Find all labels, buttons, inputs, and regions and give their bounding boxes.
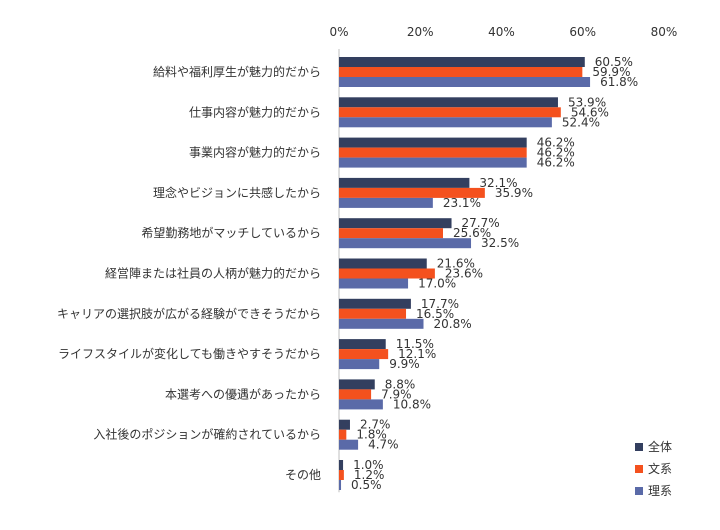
bar	[339, 117, 552, 128]
bar	[339, 318, 424, 329]
category-labels: 給料や福利厚生が魅力的だから仕事内容が魅力的だから事業内容が魅力的だから理念やビ…	[57, 64, 321, 482]
bar	[339, 107, 561, 118]
value-label: 46.2%	[537, 156, 575, 170]
x-tick-label: 40%	[488, 25, 515, 39]
value-label: 10.8%	[393, 397, 431, 411]
category-label: その他	[285, 468, 321, 482]
value-label: 23.1%	[443, 196, 481, 210]
bar	[339, 419, 350, 430]
category-label: 給料や福利厚生が魅力的だから	[153, 64, 321, 79]
bar	[339, 218, 452, 229]
value-label: 8.8%	[385, 377, 416, 391]
category-label: 理念やビジョンに共感したから	[153, 185, 321, 200]
legend-label: 全体	[648, 439, 672, 454]
bar	[339, 480, 342, 490]
legend-swatch	[635, 487, 643, 495]
value-label: 46.2%	[537, 146, 575, 160]
bar	[339, 97, 558, 108]
value-label: 2.7%	[360, 418, 391, 432]
bar	[339, 187, 485, 198]
category-label: 事業内容が魅力的だから	[189, 145, 321, 160]
value-label: 54.6%	[571, 105, 609, 119]
bar	[339, 57, 585, 67]
value-label: 27.7%	[462, 216, 500, 230]
value-label: 0.5%	[351, 478, 382, 492]
category-label: キャリアの選択肢が広がる経験ができそうだから	[57, 306, 321, 321]
bar	[339, 308, 407, 319]
value-label: 7.9%	[381, 387, 412, 401]
bar	[339, 67, 583, 77]
bar	[339, 359, 380, 370]
bar	[339, 228, 443, 239]
bar	[339, 298, 411, 309]
value-label: 17.7%	[421, 297, 459, 311]
bar	[339, 460, 344, 470]
bar	[339, 157, 527, 168]
bar	[339, 147, 527, 158]
x-tick-label: 60%	[569, 25, 596, 39]
bar	[339, 278, 409, 289]
category-label: 経営陣または社員の人柄が魅力的だから	[105, 266, 321, 281]
bar	[339, 177, 470, 188]
x-tick-label: 80%	[651, 25, 678, 39]
value-label: 1.2%	[354, 468, 385, 482]
bar	[339, 258, 427, 269]
bar	[339, 77, 591, 87]
bar	[339, 399, 383, 410]
value-label: 25.6%	[453, 226, 491, 240]
value-label: 11.5%	[396, 337, 434, 351]
value-labels: 60.5%59.9%61.8%53.9%54.6%52.4%46.2%46.2%…	[351, 55, 638, 492]
value-label: 53.9%	[568, 95, 606, 109]
bar	[339, 470, 344, 480]
bar	[339, 197, 433, 208]
value-label: 35.9%	[495, 186, 533, 200]
value-label: 52.4%	[562, 115, 600, 129]
bar	[339, 389, 372, 400]
bar	[339, 349, 389, 360]
bar	[339, 137, 527, 148]
value-label: 23.6%	[445, 267, 483, 281]
legend-swatch	[635, 443, 643, 451]
bar	[339, 439, 359, 450]
category-label: 希望勤務地がマッチしているから	[141, 225, 321, 240]
bars	[339, 57, 591, 490]
value-label: 32.5%	[481, 236, 519, 250]
value-label: 46.2%	[537, 136, 575, 150]
category-label: 本選考への優遇があったから	[165, 386, 321, 401]
bar	[339, 379, 375, 390]
value-label: 21.6%	[437, 257, 475, 271]
legend-swatch	[635, 465, 643, 473]
x-axis-ticks: 0% 20% 40% 60% 80%	[329, 25, 677, 39]
value-label: 16.5%	[416, 307, 454, 321]
category-label: ライフスタイルが変化しても働きやすそうだから	[58, 346, 321, 361]
value-label: 9.9%	[389, 357, 420, 371]
value-label: 12.1%	[398, 347, 436, 361]
value-label: 17.0%	[418, 277, 456, 291]
value-label: 4.7%	[368, 438, 399, 452]
value-label: 60.5%	[595, 55, 633, 69]
legend-label: 文系	[648, 461, 672, 476]
x-tick-label: 0%	[329, 25, 348, 39]
value-label: 20.8%	[434, 317, 472, 331]
value-label: 59.9%	[592, 65, 630, 79]
value-label: 1.8%	[356, 428, 387, 442]
legend-label: 理系	[648, 484, 672, 498]
bar	[339, 238, 472, 249]
bar	[339, 268, 435, 279]
category-label: 入社後のポジションが確約されているから	[93, 427, 321, 442]
value-label: 61.8%	[600, 75, 638, 89]
value-label: 32.1%	[479, 176, 517, 190]
bar	[339, 429, 347, 440]
bar	[339, 339, 386, 350]
value-label: 1.0%	[353, 458, 384, 472]
category-label: 仕事内容が魅力的だから	[189, 104, 321, 119]
x-tick-label: 20%	[407, 25, 434, 39]
